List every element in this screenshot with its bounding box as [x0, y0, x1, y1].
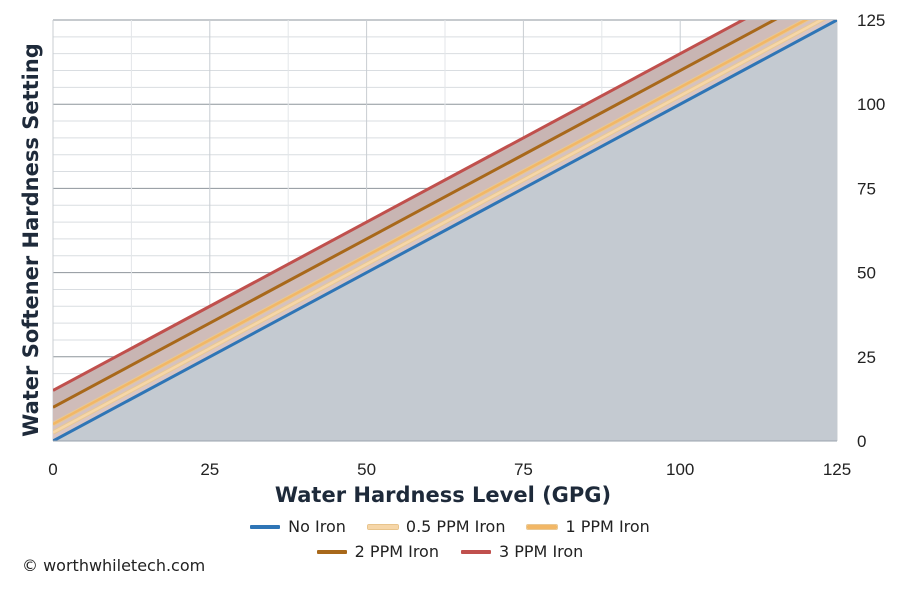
legend-label: 2 PPM Iron [354, 542, 439, 561]
legend-label: 0.5 PPM Iron [405, 517, 506, 536]
legend-item-3-ppm-iron: 3 PPM Iron [460, 542, 584, 561]
y-tick-label: 0 [857, 432, 866, 451]
series-lines [53, 20, 837, 441]
legend-swatch-3-ppm-iron [460, 549, 491, 554]
series-line-0-5-ppm-iron [53, 20, 824, 434]
x-tick-label: 50 [357, 460, 376, 479]
legend-label: 1 PPM Iron [565, 517, 650, 536]
series-line-1-ppm-iron [53, 20, 809, 426]
x-tick-label: 0 [48, 460, 57, 479]
legend-swatch-1-ppm-iron [526, 523, 559, 530]
legend-label: 3 PPM Iron [498, 542, 584, 561]
y-tick-label: 75 [857, 179, 876, 198]
series-line-3-ppm-iron [53, 20, 747, 392]
legend: No Iron 0.5 PPM Iron 1 PPM Iron 2 PPM Ir… [0, 517, 900, 567]
legend-swatch-0-5-ppm-iron [366, 523, 399, 530]
legend-row-2: 2 PPM Iron 3 PPM Iron [316, 542, 584, 561]
y-tick-label: 50 [857, 264, 876, 283]
x-tick-label: 100 [666, 460, 694, 479]
copyright-notice: © worthwhiletech.com [22, 556, 206, 575]
x-tick-label: 25 [200, 460, 219, 479]
x-tick-label: 125 [823, 460, 851, 479]
series-line-no-iron [53, 20, 837, 441]
legend-label: No Iron [288, 517, 346, 536]
y-axis-label: Water Softener Hardness Setting [19, 43, 43, 437]
y-tick-label: 100 [857, 95, 885, 114]
series-line-2-ppm-iron [53, 20, 778, 409]
legend-swatch-2-ppm-iron [316, 549, 347, 554]
legend-row-1: No Iron 0.5 PPM Iron 1 PPM Iron [250, 517, 650, 536]
x-axis-label: Water Hardness Level (GPG) [275, 483, 611, 507]
legend-swatch-no-iron [250, 524, 281, 529]
legend-item-1-ppm-iron: 1 PPM Iron [526, 517, 650, 536]
x-tick-label: 75 [514, 460, 533, 479]
x-tick-labels: 0 25 50 75 100 125 [48, 460, 851, 479]
legend-item-2-ppm-iron: 2 PPM Iron [316, 542, 439, 561]
y-tick-label: 125 [857, 11, 885, 30]
legend-item-0-5-ppm-iron: 0.5 PPM Iron [366, 517, 506, 536]
legend-item-no-iron: No Iron [250, 517, 346, 536]
y-tick-label: 25 [857, 348, 876, 367]
y-tick-labels: 0 25 50 75 100 125 [857, 11, 885, 451]
